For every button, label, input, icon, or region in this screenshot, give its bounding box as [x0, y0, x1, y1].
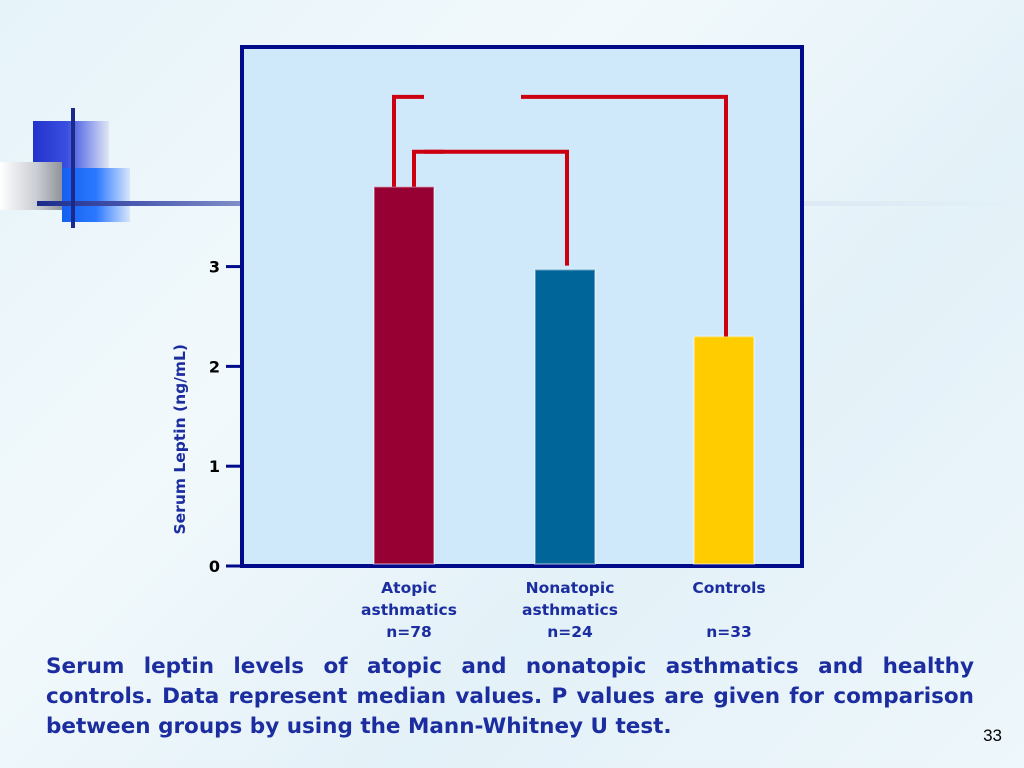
x-category-label-3-line-3: n=33	[706, 623, 752, 641]
y-tick-label-0: 0	[209, 557, 220, 576]
slide-caption: Serum leptin levels of atopic and nonato…	[46, 654, 974, 739]
x-category-label-1-line-2: asthmatics	[361, 601, 457, 619]
bar-2	[534, 268, 596, 565]
y-tick-label-3: 3	[209, 258, 220, 277]
significance-bracket-2-right	[424, 149, 569, 266]
y-tick-label-1: 1	[209, 457, 220, 476]
bar-chart: 0 1 2 3 Serum Leptin (ng/mL) Atopic asthmatics…	[171, 45, 804, 641]
significance-bracket-1-right	[521, 94, 728, 337]
y-tick-label-2: 2	[209, 357, 220, 376]
y-axis-title: Serum Leptin (ng/mL)	[171, 344, 189, 535]
x-category-label-1-line-1: Atopic	[381, 579, 437, 597]
x-category-label-2-line-2: asthmatics	[522, 601, 618, 619]
x-category-label-2-line-3: n=24	[547, 623, 593, 641]
x-category-label-1-line-3: n=78	[386, 623, 432, 641]
x-category-label-2-line-1: Nonatopic	[526, 579, 615, 597]
page-number: 33	[983, 726, 1002, 745]
x-category-label-3-line-1: Controls	[692, 579, 765, 597]
decorative-vertical-rule	[71, 108, 75, 228]
bar-3	[693, 335, 755, 566]
bar-1	[373, 185, 435, 565]
significance-bracket-1-left	[392, 94, 424, 187]
